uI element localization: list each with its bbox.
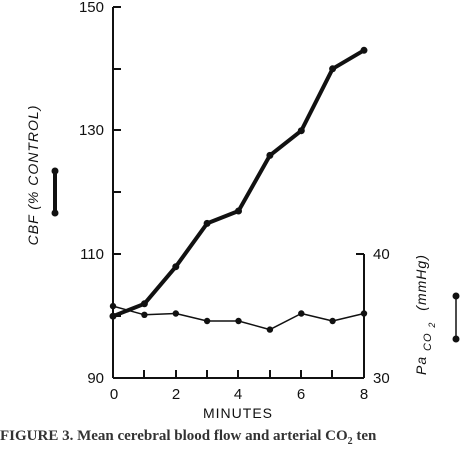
- right-marker-dot-top: [452, 292, 460, 300]
- right-tick-label-40: 40: [373, 246, 390, 263]
- left-marker-dot-top: [51, 167, 59, 175]
- x-axis: 0 2 4 6 8 MINUTES: [110, 370, 368, 421]
- cbf-series-line: [112, 48, 366, 319]
- right-axis: 40 30 Pa CO 2 (mmHg): [356, 246, 460, 387]
- left-tick-label-90: 90: [87, 370, 104, 387]
- left-series-marker: [51, 167, 59, 217]
- right-axis-title: Pa CO 2 (mmHg): [413, 254, 438, 375]
- caption-text-start: FIGURE 3. Mean cerebral blood flow and a…: [0, 428, 348, 444]
- paco2-point-1: [141, 311, 148, 318]
- x-tick-label-0: 0: [110, 386, 118, 403]
- cbf-point-8: [360, 46, 368, 54]
- paco2-point-0: [109, 302, 117, 310]
- left-marker-dot-bottom: [51, 209, 59, 217]
- cbf-point-1: [140, 300, 148, 308]
- paco2-point-4: [235, 317, 242, 325]
- left-tick-label-130: 130: [79, 122, 104, 139]
- right-series-marker: [452, 292, 460, 343]
- x-tick-label-2: 2: [172, 386, 180, 403]
- cbf-point-6: [297, 127, 305, 135]
- left-tick-label-150: 150: [79, 0, 104, 16]
- figure-caption: FIGURE 3. Mean cerebral blood flow and a…: [0, 428, 474, 447]
- right-axis-title-subnum: 2: [427, 322, 437, 329]
- right-axis-title-main: Pa: [413, 356, 429, 375]
- x-tick-label-4: 4: [234, 386, 242, 403]
- paco2-point-3: [203, 317, 211, 325]
- cbf-point-0: [109, 312, 117, 320]
- caption-subscript: 2: [347, 436, 353, 447]
- left-axis: 150 130 110 90 CBF (% CONTROL): [25, 0, 121, 387]
- cbf-point-3: [203, 219, 211, 227]
- cbf-point-2: [172, 263, 180, 271]
- paco2-point-2: [172, 310, 179, 317]
- paco2-point-7: [329, 317, 336, 325]
- x-axis-title: MINUTES: [203, 405, 273, 421]
- left-axis-title: CBF (% CONTROL): [25, 105, 41, 246]
- cbf-point-4: [235, 207, 242, 215]
- paco2-point-5: [266, 326, 274, 333]
- x-tick-label-6: 6: [297, 386, 305, 403]
- paco2-point-6: [298, 310, 305, 317]
- right-tick-label-30: 30: [373, 370, 390, 387]
- cbf-point-7: [329, 65, 337, 73]
- right-axis-title-sub: CO: [422, 332, 434, 351]
- paco2-point-8: [360, 310, 368, 317]
- x-tick-label-8: 8: [360, 386, 368, 403]
- right-marker-dot-bottom: [452, 335, 460, 343]
- right-axis-title-unit: (mmHg): [413, 254, 429, 311]
- left-tick-label-110: 110: [80, 246, 104, 263]
- cbf-point-5: [266, 151, 274, 159]
- series-layer: [109, 46, 368, 333]
- caption-text-end: ten: [352, 428, 377, 444]
